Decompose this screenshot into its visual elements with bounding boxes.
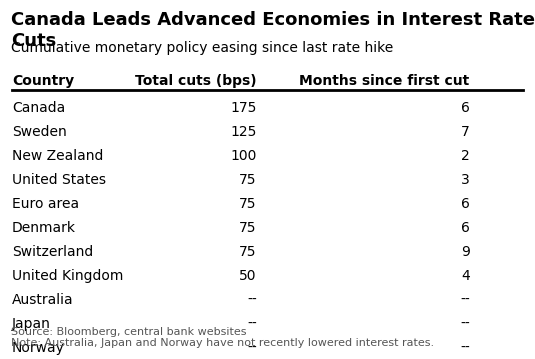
Text: New Zealand: New Zealand — [12, 149, 103, 163]
Text: Source: Bloomberg, central bank websites
Note: Australia, Japan and Norway have : Source: Bloomberg, central bank websites… — [11, 327, 434, 348]
Text: --: -- — [460, 293, 470, 307]
Text: Australia: Australia — [12, 293, 74, 307]
Text: Country: Country — [12, 74, 74, 88]
Text: Canada Leads Advanced Economies in Interest Rate Cuts: Canada Leads Advanced Economies in Inter… — [11, 11, 534, 50]
Text: 3: 3 — [461, 173, 470, 187]
Text: 7: 7 — [461, 125, 470, 139]
Text: 50: 50 — [239, 269, 257, 283]
Text: 6: 6 — [461, 101, 470, 115]
Text: Months since first cut: Months since first cut — [300, 74, 470, 88]
Text: --: -- — [460, 317, 470, 331]
Text: 9: 9 — [461, 245, 470, 259]
Text: 100: 100 — [231, 149, 257, 163]
Text: Sweden: Sweden — [12, 125, 67, 139]
Text: --: -- — [247, 341, 257, 355]
Text: Euro area: Euro area — [12, 197, 79, 211]
Text: Canada: Canada — [12, 101, 65, 115]
Text: Japan: Japan — [12, 317, 51, 331]
Text: 75: 75 — [239, 245, 257, 259]
Text: 6: 6 — [461, 221, 470, 235]
Text: Denmark: Denmark — [12, 221, 76, 235]
Text: 175: 175 — [231, 101, 257, 115]
Text: --: -- — [247, 293, 257, 307]
Text: --: -- — [460, 341, 470, 355]
Text: United Kingdom: United Kingdom — [12, 269, 124, 283]
Text: Cumulative monetary policy easing since last rate hike: Cumulative monetary policy easing since … — [11, 41, 393, 55]
Text: 125: 125 — [231, 125, 257, 139]
Text: Switzerland: Switzerland — [12, 245, 93, 259]
Text: 75: 75 — [239, 197, 257, 211]
Text: 75: 75 — [239, 173, 257, 187]
Text: Norway: Norway — [12, 341, 65, 355]
Text: 2: 2 — [461, 149, 470, 163]
Text: 4: 4 — [461, 269, 470, 283]
Text: --: -- — [247, 317, 257, 331]
Text: Total cuts (bps): Total cuts (bps) — [135, 74, 257, 88]
Text: 75: 75 — [239, 221, 257, 235]
Text: United States: United States — [12, 173, 106, 187]
Text: 6: 6 — [461, 197, 470, 211]
